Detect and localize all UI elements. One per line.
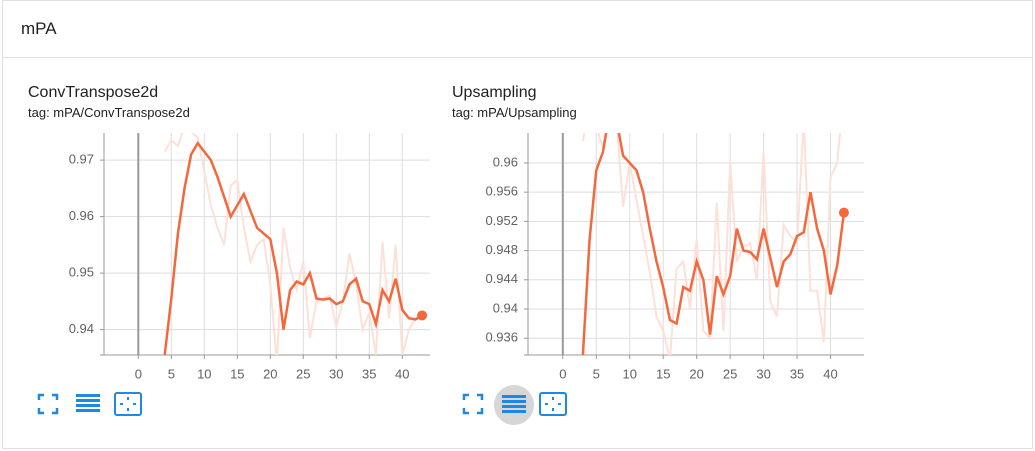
panel-header[interactable]: mPA (3, 1, 1032, 58)
y-tick-label: 0.944 (485, 271, 518, 286)
x-tick-label: 15 (230, 366, 244, 381)
x-tick-label: 25 (723, 366, 737, 381)
card-tag: tag: mPA/Upsampling (452, 105, 577, 120)
x-tick-label: 15 (656, 366, 670, 381)
y-tick-label: 0.94 (493, 300, 518, 315)
panel-title: mPA (21, 19, 57, 38)
x-tick-label: 25 (296, 366, 310, 381)
fullscreen-button[interactable] (455, 386, 491, 422)
y-tick-label: 0.94 (69, 321, 94, 336)
y-tick-label: 0.952 (485, 213, 518, 228)
y-tick-label: 0.96 (69, 208, 94, 223)
chart: 0.94 0.95 0.96 0.97 0 5 10 15 20 25 30 35 40 (69, 133, 430, 381)
x-tick-label: 40 (395, 366, 409, 381)
fullscreen-button[interactable] (30, 386, 66, 422)
x-tick-label: 40 (823, 366, 837, 381)
card-title: Upsampling (452, 84, 537, 101)
chart: 0.936 0.94 0.944 0.948 0.952 0.956 0.96 0 5 10 15 2… (485, 133, 864, 381)
x-tick-label: 30 (756, 366, 770, 381)
x-tick-label: 5 (168, 366, 175, 381)
line-series (581, 133, 846, 355)
x-tick-label: 10 (623, 366, 637, 381)
y-tick-label: 0.95 (69, 265, 94, 280)
last-point (417, 310, 428, 321)
x-tick-label: 0 (135, 366, 142, 381)
line-series (581, 133, 841, 355)
x-tick-label: 20 (263, 366, 277, 381)
x-tick-label: 30 (329, 366, 343, 381)
toggle-log-button[interactable] (70, 386, 106, 422)
line-series (163, 133, 423, 355)
x-tick-label: 0 (559, 366, 566, 381)
y-tick-label: 0.97 (69, 152, 94, 167)
fit-domain-button[interactable] (110, 386, 146, 422)
x-tick-label: 10 (197, 366, 211, 381)
y-tick-label: 0.96 (493, 154, 518, 169)
x-tick-label: 20 (689, 366, 703, 381)
y-tick-label: 0.948 (485, 242, 518, 257)
last-point (838, 207, 849, 218)
x-tick-label: 35 (362, 366, 376, 381)
y-tick-label: 0.956 (485, 184, 518, 199)
y-tick-label: 0.936 (485, 330, 518, 345)
toggle-log-button[interactable] (494, 385, 534, 425)
card-title: ConvTranspose2d (28, 84, 159, 101)
x-tick-label: 5 (593, 366, 600, 381)
card-tag: tag: mPA/ConvTranspose2d (28, 105, 190, 120)
x-tick-label: 35 (790, 366, 804, 381)
line-series (163, 140, 423, 355)
fit-domain-button[interactable] (535, 386, 571, 422)
